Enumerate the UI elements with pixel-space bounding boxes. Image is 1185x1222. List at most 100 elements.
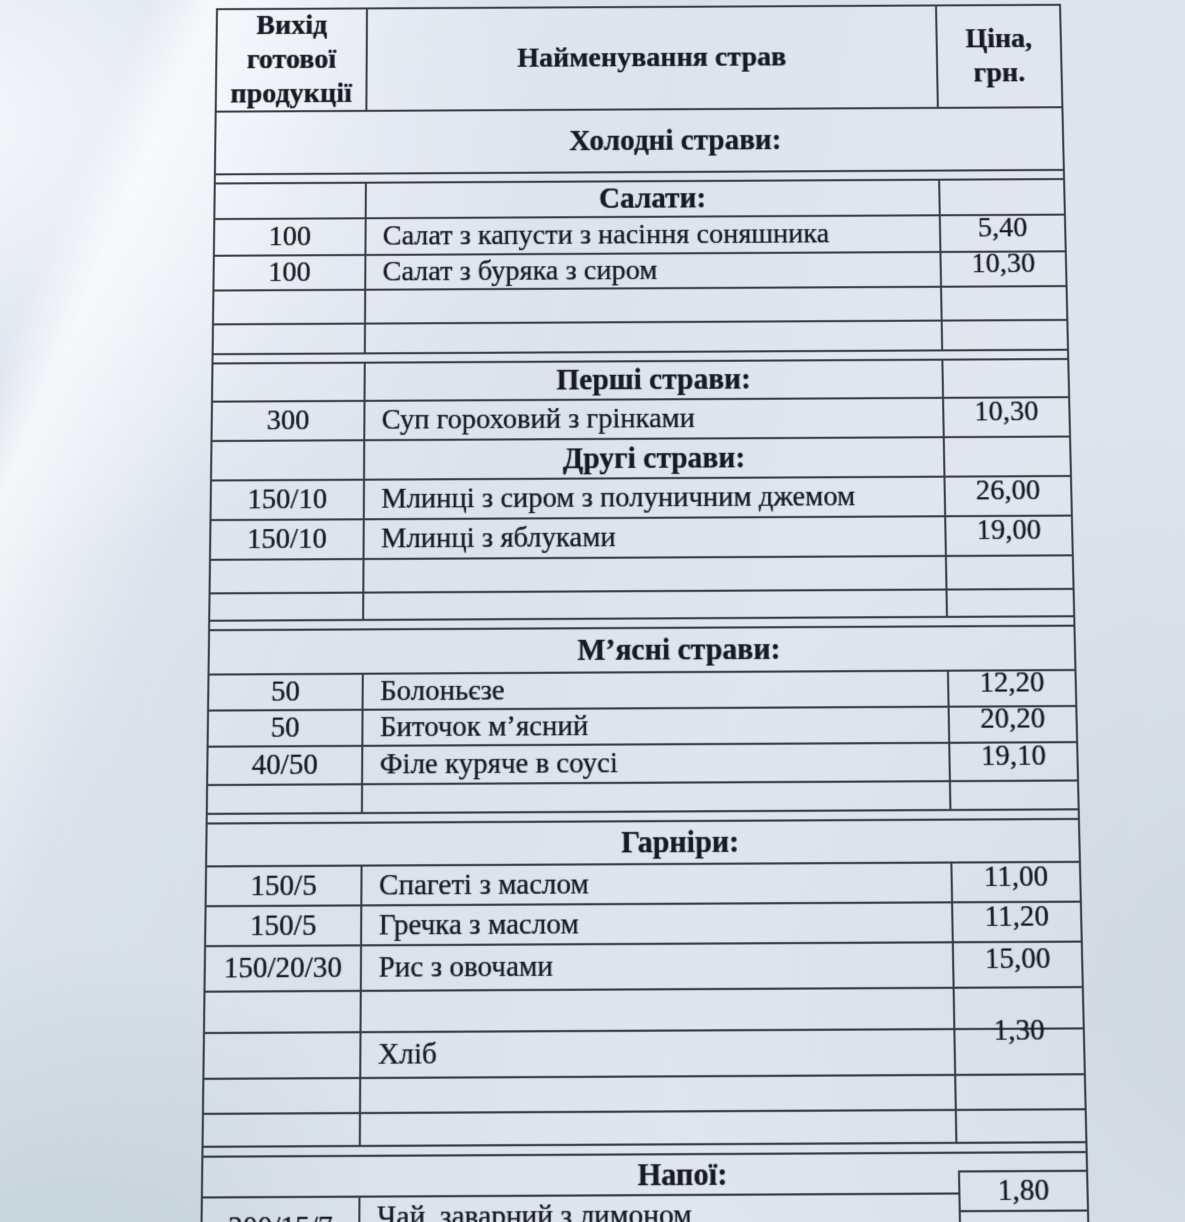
menu-row: 100 Салат з буряка з сиром 10,30	[214, 247, 1066, 292]
drinks-column-price: 1,802,10	[957, 1169, 1092, 1222]
price-cell: 10,30	[944, 395, 1069, 436]
price-value: 26,00	[975, 474, 1041, 507]
dish-cell: Салат з буряка з сиром	[366, 252, 943, 289]
dish-cell: Салат з капусти з насіння соняшника	[366, 216, 942, 254]
section-row-cold-dishes: Холодні страви:	[215, 108, 1063, 176]
price-value: 20,20	[979, 701, 1046, 736]
output-cell	[204, 1033, 362, 1078]
price-value: 10,30	[971, 247, 1036, 280]
price-cell: 2,10	[960, 1211, 1089, 1222]
price-cell: 15,00	[954, 941, 1082, 987]
section-row-drinks: Напої:	[202, 1153, 1087, 1199]
menu-row: 300 Суп гороховий з грінками 10,30	[212, 395, 1070, 443]
dish-cell: Млинці з сиром з полуничним джемом	[364, 477, 947, 519]
output-cell: 150/5	[206, 906, 363, 946]
price-cell: 26,00	[945, 474, 1070, 515]
output-cell: 50	[209, 674, 364, 710]
price-cell: 1,80	[960, 1169, 1087, 1213]
dish-cell	[360, 1111, 958, 1145]
output-cell: 100	[214, 255, 367, 290]
output-cell: 150/10	[211, 480, 366, 520]
output-cell: 200/15/7	[202, 1197, 359, 1222]
dish-cell	[366, 287, 943, 323]
menu-row: 150/10 Млинці з яблуками 19,00	[210, 513, 1072, 561]
output-cell	[212, 441, 366, 480]
dish-cell: Спагеті з маслом	[362, 863, 954, 905]
subsection-title-cell: Салати:	[366, 180, 941, 218]
output-cell	[213, 363, 366, 401]
price-cell	[943, 321, 1067, 349]
empty-row	[213, 320, 1068, 356]
price-value: 5,40	[977, 211, 1028, 244]
output-cell	[203, 1114, 362, 1146]
dish-cell: Биточок м’ясний	[363, 707, 951, 745]
empty-row	[203, 1075, 1085, 1115]
output-cell	[210, 560, 365, 593]
menu-row: 150/5 Спагеті з маслом 11,00	[206, 859, 1080, 908]
price-value: 19,10	[980, 739, 1047, 773]
price-cell: 20,20	[950, 702, 1076, 742]
empty-row	[213, 287, 1067, 326]
price-value: 19,00	[976, 513, 1042, 547]
dish-cell: Хліб	[361, 1030, 957, 1077]
dish-cell	[364, 557, 948, 592]
price-cell	[951, 782, 1078, 809]
output-cell	[214, 290, 367, 324]
dish-cell: Болоньєзе	[363, 671, 950, 709]
section-row-meat-dishes: М’ясні страви:	[209, 626, 1075, 676]
drinks-column-left: 200/15/7200/15	[199, 1197, 361, 1222]
output-cell	[205, 991, 362, 1032]
empty-row	[203, 1110, 1086, 1148]
subsection-row: Салати:	[215, 180, 1064, 221]
price-cell: 19,00	[946, 513, 1072, 555]
column-header-price: Ціна, грн.	[964, 22, 1033, 89]
output-cell	[207, 785, 364, 813]
output-cell	[215, 183, 367, 219]
subsection-title-cell: Перші страви:	[365, 360, 945, 400]
menu-row: 50 Болоньєзе 12,20	[209, 666, 1076, 712]
dish-cell: Суп гороховий з грінками	[365, 398, 945, 440]
dish-cell	[361, 1075, 957, 1112]
price-cell	[942, 287, 1066, 319]
drinks-column-name: Чай заварний з лимономЧай каркаде	[359, 1194, 965, 1222]
output-cell: 50	[208, 710, 364, 746]
price-cell: 19,10	[950, 739, 1077, 780]
output-cell: 100	[214, 219, 367, 255]
empty-row	[210, 556, 1073, 595]
price-cell	[948, 590, 1074, 616]
price-cell: 5,40	[941, 212, 1065, 251]
table-header-row: Вихід готової продукції Найменування стра…	[216, 5, 1062, 113]
dish-cell	[362, 782, 952, 812]
price-cell	[943, 360, 1068, 397]
dish-cell: Рис з овочами	[361, 943, 955, 990]
price-value: 10,30	[974, 395, 1039, 428]
output-cell	[210, 593, 365, 620]
price-cell: 12,20	[949, 666, 1075, 706]
price-value: 11,20	[984, 899, 1050, 933]
menu-table: Вихід готової продукції Найменування стра…	[197, 3, 1095, 1222]
menu-row: 40/50 Філе куряче в соусі 19,10	[208, 739, 1078, 787]
subsection-row: Другі страви:	[212, 437, 1070, 482]
price-cell: 11,20	[953, 899, 1081, 941]
dish-cell: Чай заварний з лимоном	[360, 1194, 962, 1222]
output-cell: 300	[212, 401, 366, 440]
price-cell	[945, 438, 1070, 476]
menu-row: 150/10 Млинці з сиром з полуничним джемом…	[211, 474, 1071, 522]
price-cell	[957, 1110, 1085, 1141]
price-cell	[940, 180, 1064, 214]
menu-row: Хліб 1,30	[204, 1013, 1084, 1080]
price-cell: 11,00	[952, 859, 1079, 901]
price-cell	[956, 1075, 1084, 1109]
menu-row: 50 Биточок м’ясний 20,20	[208, 702, 1077, 748]
dish-cell: Гречка з маслом	[362, 903, 954, 945]
price-cell	[947, 556, 1073, 588]
price-value: 15,00	[984, 941, 1051, 976]
menu-row: 100 Салат з капусти з насіння соняшника 5,…	[214, 212, 1065, 257]
subsection-title-cell: Другі страви:	[365, 438, 946, 479]
price-cell: 10,30	[941, 247, 1065, 285]
column-header-output: Вихід готової продукції	[216, 9, 368, 111]
subsection-row: Перші страви:	[213, 360, 1069, 403]
price-value: 1,30	[993, 1013, 1046, 1048]
empty-row	[204, 988, 1083, 1035]
